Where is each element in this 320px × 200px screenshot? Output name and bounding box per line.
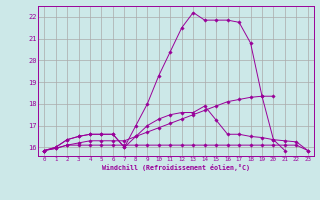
- X-axis label: Windchill (Refroidissement éolien,°C): Windchill (Refroidissement éolien,°C): [102, 164, 250, 171]
